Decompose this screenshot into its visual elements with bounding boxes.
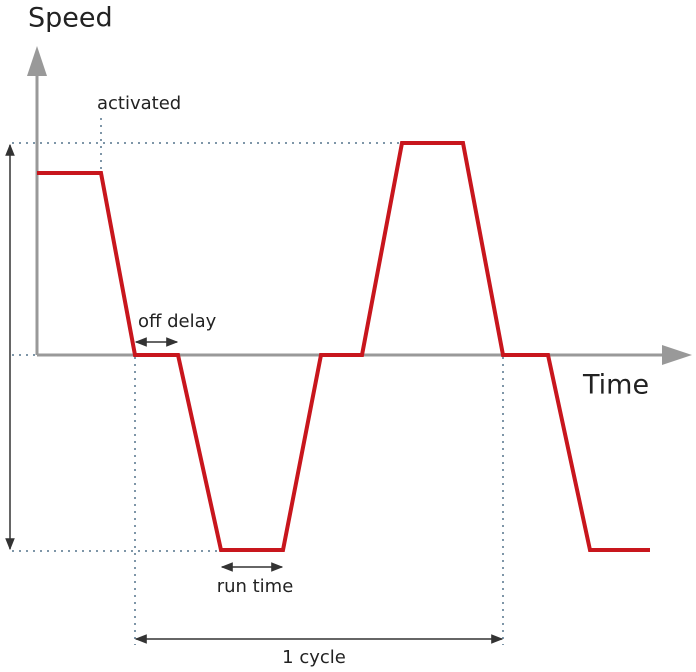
- x-axis-label: Time: [582, 370, 649, 401]
- cycle-label: 1 cycle: [282, 647, 346, 668]
- speed-profile: [37, 141, 650, 552]
- guides: [12, 118, 504, 645]
- y-axis-label: Speed: [28, 3, 113, 34]
- run-time-label: run time: [217, 576, 294, 597]
- activated-label: activated: [97, 93, 181, 114]
- off-delay-label: off delay: [138, 311, 217, 332]
